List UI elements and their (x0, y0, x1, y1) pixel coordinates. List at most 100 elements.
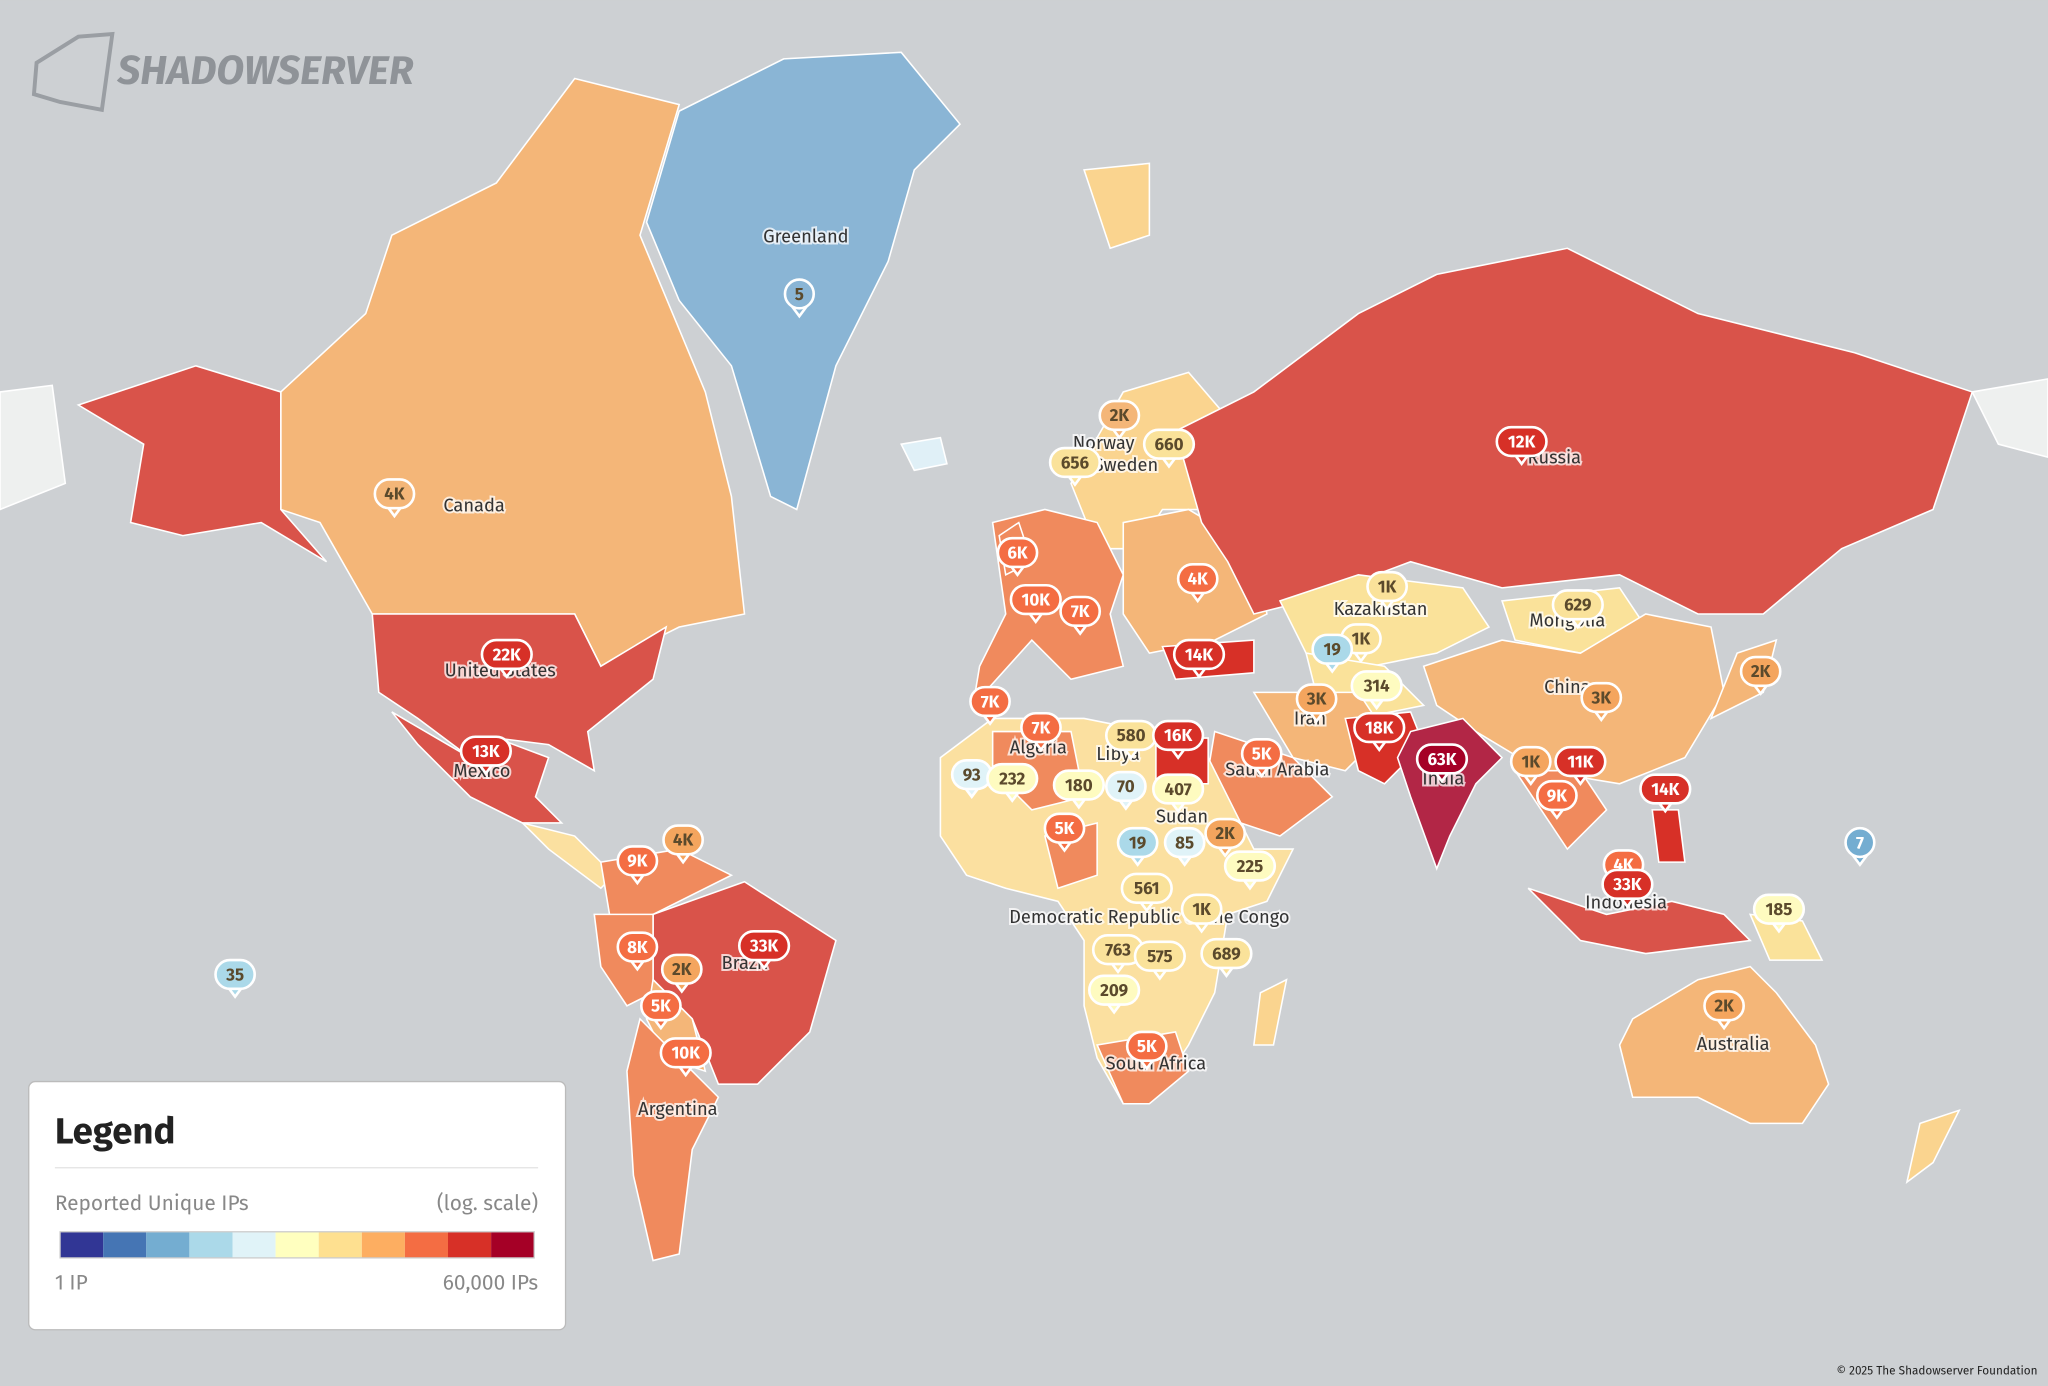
country-label: Sudan (1156, 806, 1208, 828)
marker-pill (662, 824, 704, 856)
marker: 11K (1554, 745, 1607, 786)
legend-swatch (275, 1231, 319, 1258)
marker-pill (659, 1037, 712, 1069)
marker-label: 6K (1007, 543, 1028, 563)
marker-label: 2K (1751, 662, 1771, 682)
marker-pill (1172, 638, 1226, 671)
marker-pill (1009, 583, 1062, 616)
marker-label: 4K (384, 485, 405, 505)
marker-pill (986, 762, 1039, 795)
marker: 5K (1125, 1030, 1168, 1071)
country-shape (1252, 978, 1288, 1046)
marker: 22K (480, 638, 533, 679)
logo: SHADOWSERVER (31, 31, 414, 113)
marker: 10K (659, 1037, 712, 1078)
marker-pill (373, 478, 416, 510)
marker-label: 209 (1100, 981, 1128, 1001)
marker-label: 11K (1567, 752, 1593, 772)
marker-label: 7K (1071, 602, 1090, 622)
marker-label: 689 (1212, 944, 1241, 964)
legend: Legend Reported Unique IPs (log. scale) … (28, 1080, 567, 1331)
marker-label: 14K (1185, 645, 1213, 665)
marker-pill (1104, 770, 1147, 803)
marker-label: 225 (1237, 857, 1264, 877)
marker-label: 19 (1129, 833, 1146, 853)
marker: 4K (1176, 563, 1219, 604)
marker-pill (1223, 850, 1277, 882)
country-shape (280, 77, 746, 668)
marker-label: 22K (493, 645, 522, 665)
marker-pill (1752, 893, 1806, 925)
marker-pill (969, 685, 1011, 718)
country-label: China (1544, 676, 1591, 698)
country-label: Greenland (763, 226, 848, 248)
marker: 33K (1601, 868, 1654, 909)
marker-label: 3K (1306, 690, 1327, 710)
marker: 629 (1551, 589, 1604, 630)
marker: 180 (1052, 769, 1105, 810)
marker-pill (1163, 826, 1206, 859)
marker: 7K (1020, 711, 1062, 752)
marker: 2K (1204, 817, 1247, 858)
marker-pill (1098, 399, 1141, 432)
marker: 10K (1009, 583, 1062, 624)
legend-max: 60,000 IPs (443, 1270, 539, 1296)
marker: 2K (1098, 399, 1141, 440)
marker-pill (1142, 428, 1196, 460)
marker-label: 10K (671, 1044, 700, 1064)
marker-pill (1020, 711, 1062, 744)
marker-label: 4K (1188, 570, 1209, 590)
marker-label: 5K (1137, 1037, 1157, 1057)
marker: 763 (1091, 933, 1145, 975)
country-shape (1527, 887, 1752, 955)
logo-icon (31, 31, 115, 113)
country-label: Democratic Republic of the Congo (1009, 906, 1289, 928)
marker-label: 407 (1165, 780, 1192, 800)
marker-label: 70 (1117, 777, 1135, 797)
marker-pill (1152, 773, 1205, 805)
marker: 19 (1116, 826, 1159, 867)
marker: 85 (1163, 826, 1206, 867)
legend-swatch (60, 1231, 104, 1258)
country-label: Canada (443, 495, 505, 517)
marker: 14K (1639, 773, 1692, 814)
marker-pill (1554, 745, 1607, 778)
marker-label: 580 (1117, 726, 1146, 746)
legend-swatch (103, 1231, 147, 1258)
marker-label: 16K (1164, 726, 1192, 746)
marker-pill (1125, 1030, 1168, 1062)
marker: 7K (969, 685, 1011, 726)
marker: 14K (1172, 638, 1226, 679)
marker-pill (1180, 893, 1223, 925)
marker-pill (1551, 589, 1604, 621)
marker-label: 232 (999, 769, 1025, 789)
legend-swatch (491, 1231, 535, 1258)
legend-swatch (146, 1231, 190, 1258)
marker-pill (1509, 745, 1552, 778)
marker: 7 (1844, 826, 1876, 867)
marker: 561 (1120, 872, 1173, 913)
marker: 70 (1104, 770, 1147, 811)
legend-scale-note: (log. scale) (437, 1190, 538, 1216)
countries (0, 51, 2048, 1262)
marker-pill (1350, 670, 1403, 702)
marker-label: 33K (749, 937, 779, 957)
marker-label: 2K (1714, 997, 1734, 1017)
marker: 19 (1311, 633, 1354, 674)
marker-label: 185 (1766, 900, 1793, 920)
marker-label: 314 (1363, 677, 1390, 697)
marker-label: 180 (1065, 776, 1093, 796)
marker: 18K (1353, 711, 1406, 752)
legend-swatch (404, 1231, 448, 1258)
marker: 1K (1180, 893, 1223, 934)
country-shape (1174, 247, 1974, 615)
country-label: Sweden (1094, 454, 1159, 476)
legend-swatch (361, 1231, 405, 1258)
marker-label: 7K (1032, 718, 1051, 738)
marker-pill (480, 638, 533, 671)
footer: © 2025 The Shadowserver Foundation (1837, 1365, 2038, 1379)
marker-label: 9K (627, 852, 648, 872)
country-label: Australia (1697, 1033, 1770, 1055)
marker-label: 561 (1134, 879, 1160, 899)
